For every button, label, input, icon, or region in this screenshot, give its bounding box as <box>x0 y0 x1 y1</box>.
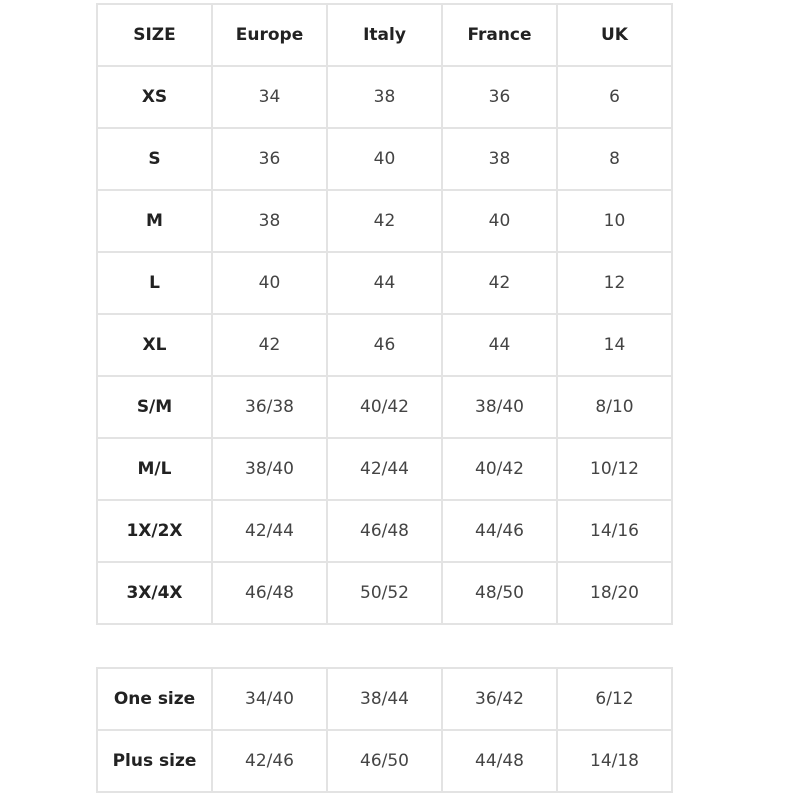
size-value-cell: 10 <box>556 189 673 253</box>
size-value-cell: 14/18 <box>556 729 673 793</box>
size-value-cell: 46 <box>326 313 443 377</box>
size-value-cell: 40 <box>211 251 328 315</box>
size-value-cell: 38 <box>211 189 328 253</box>
size-value-cell: 44/48 <box>441 729 558 793</box>
table-row: L 40 44 42 12 <box>96 251 673 315</box>
size-value-cell: 42 <box>326 189 443 253</box>
size-value-cell: 40 <box>326 127 443 191</box>
table-row: S 36 40 38 8 <box>96 127 673 191</box>
size-value-cell: 44 <box>441 313 558 377</box>
size-conversion-table: SIZE Europe Italy France UK XS 34 38 36 6 S 36 40 38 8… <box>96 3 673 625</box>
size-value-cell: 12 <box>556 251 673 315</box>
size-value-cell: 40/42 <box>441 437 558 501</box>
size-label-cell: M <box>96 189 213 253</box>
column-header: UK <box>556 3 673 67</box>
size-value-cell: 14/16 <box>556 499 673 563</box>
size-value-cell: 34/40 <box>211 667 328 731</box>
size-label-cell: M/L <box>96 437 213 501</box>
size-label-cell: Plus size <box>96 729 213 793</box>
size-value-cell: 44 <box>326 251 443 315</box>
size-value-cell: 6 <box>556 65 673 129</box>
column-header: France <box>441 3 558 67</box>
table-row: Plus size 42/46 46/50 44/48 14/18 <box>96 729 673 793</box>
table-row: 1X/2X 42/44 46/48 44/46 14/16 <box>96 499 673 563</box>
size-value-cell: 48/50 <box>441 561 558 625</box>
size-value-cell: 36/42 <box>441 667 558 731</box>
table-row: S/M 36/38 40/42 38/40 8/10 <box>96 375 673 439</box>
size-value-cell: 36/38 <box>211 375 328 439</box>
size-label-cell: XS <box>96 65 213 129</box>
size-value-cell: 44/46 <box>441 499 558 563</box>
column-header: Europe <box>211 3 328 67</box>
size-value-cell: 34 <box>211 65 328 129</box>
table-row: XS 34 38 36 6 <box>96 65 673 129</box>
size-value-cell: 42/44 <box>211 499 328 563</box>
table-row: 3X/4X 46/48 50/52 48/50 18/20 <box>96 561 673 625</box>
size-label-cell: S/M <box>96 375 213 439</box>
size-value-cell: 38 <box>441 127 558 191</box>
size-label-cell: 1X/2X <box>96 499 213 563</box>
size-value-cell: 10/12 <box>556 437 673 501</box>
size-value-cell: 40 <box>441 189 558 253</box>
size-label-cell: 3X/4X <box>96 561 213 625</box>
size-label-cell: S <box>96 127 213 191</box>
special-sizes-table: One size 34/40 38/44 36/42 6/12 Plus size 42/4… <box>96 667 673 793</box>
size-value-cell: 8/10 <box>556 375 673 439</box>
size-label-cell: L <box>96 251 213 315</box>
table-row: M/L 38/40 42/44 40/42 10/12 <box>96 437 673 501</box>
size-value-cell: 50/52 <box>326 561 443 625</box>
table-row: M 38 42 40 10 <box>96 189 673 253</box>
size-value-cell: 42 <box>441 251 558 315</box>
size-value-cell: 38/44 <box>326 667 443 731</box>
size-value-cell: 38/40 <box>211 437 328 501</box>
table-row: One size 34/40 38/44 36/42 6/12 <box>96 667 673 731</box>
column-header: SIZE <box>96 3 213 67</box>
size-value-cell: 42 <box>211 313 328 377</box>
column-header: Italy <box>326 3 443 67</box>
table-header-row: SIZE Europe Italy France UK <box>96 3 673 67</box>
size-label-cell: XL <box>96 313 213 377</box>
size-value-cell: 42/44 <box>326 437 443 501</box>
size-value-cell: 14 <box>556 313 673 377</box>
size-value-cell: 46/48 <box>326 499 443 563</box>
size-value-cell: 38/40 <box>441 375 558 439</box>
size-value-cell: 36 <box>211 127 328 191</box>
table-row: XL 42 46 44 14 <box>96 313 673 377</box>
size-value-cell: 40/42 <box>326 375 443 439</box>
size-value-cell: 38 <box>326 65 443 129</box>
size-value-cell: 6/12 <box>556 667 673 731</box>
size-value-cell: 36 <box>441 65 558 129</box>
size-value-cell: 46/50 <box>326 729 443 793</box>
size-label-cell: One size <box>96 667 213 731</box>
size-value-cell: 8 <box>556 127 673 191</box>
size-value-cell: 42/46 <box>211 729 328 793</box>
size-value-cell: 18/20 <box>556 561 673 625</box>
size-value-cell: 46/48 <box>211 561 328 625</box>
